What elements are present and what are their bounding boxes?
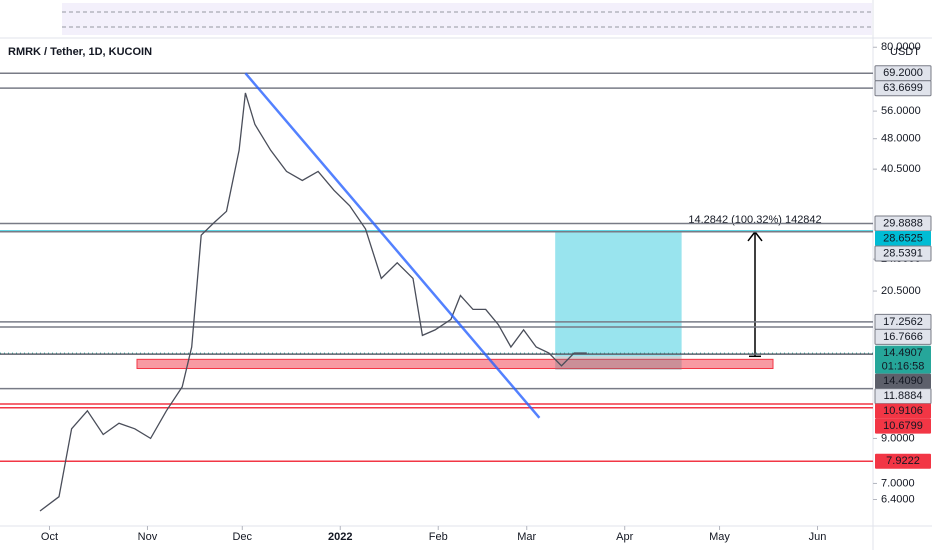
currency-label: USDT <box>890 46 920 58</box>
price-level-label: 7.9222 <box>886 455 920 467</box>
countdown: 01:16:58 <box>882 361 925 373</box>
price-level-tag <box>875 453 931 469</box>
price-level-tag <box>874 80 932 97</box>
y-tick-label: 56.0000 <box>881 105 921 117</box>
price-level-tag <box>874 245 932 262</box>
chart-title: RMRK / Tether, 1D, KUCOIN <box>8 46 152 58</box>
y-tick-label: 80.0000 <box>881 41 921 53</box>
x-tick-label: Nov <box>138 531 158 543</box>
price-level-label: 14.4907 <box>883 347 923 359</box>
price-level-tag <box>875 418 931 434</box>
x-tick-label: Oct <box>41 531 58 543</box>
y-tick-label: 40.5000 <box>881 163 921 175</box>
price-level-label: 16.7666 <box>883 331 923 343</box>
price-level-tag <box>875 345 931 374</box>
price-level-label: 10.6799 <box>883 420 923 432</box>
price-level-tag <box>875 403 931 419</box>
x-tick-label: Apr <box>616 531 633 543</box>
price-level-label: 28.5391 <box>883 247 923 259</box>
measure-profit <box>555 231 682 357</box>
x-tick-label: 2022 <box>328 531 352 543</box>
price-level-tag <box>874 328 932 345</box>
measure-loss <box>555 356 682 370</box>
price-level-label: 29.8888 <box>883 217 923 229</box>
x-tick-label: Mar <box>517 531 536 543</box>
y-tick-label: 20.5000 <box>881 285 921 297</box>
price-level-tag <box>875 373 931 389</box>
x-tick-label: May <box>709 531 730 543</box>
support-zone <box>136 358 774 370</box>
price-line <box>39 92 587 512</box>
y-tick-label: 9.0000 <box>881 432 915 444</box>
price-level-tag <box>875 231 931 247</box>
price-level-label: 63.6699 <box>883 82 923 94</box>
x-tick-label: Jun <box>809 531 827 543</box>
price-level-label: 69.2000 <box>883 67 923 79</box>
price-level-label: 10.9106 <box>883 405 923 417</box>
rsi-pane <box>62 3 872 35</box>
x-tick-label: Dec <box>232 531 252 543</box>
price-level-label: 11.8884 <box>884 390 923 402</box>
price-level-label: 28.6525 <box>883 232 923 244</box>
y-tick-label: 6.4000 <box>881 493 915 505</box>
trendline <box>244 72 541 419</box>
y-tick-label: 48.0000 <box>881 133 921 145</box>
price-level-label: 14.4090 <box>883 375 923 387</box>
x-tick-label: Feb <box>429 531 448 543</box>
price-level-label: 17.2562 <box>883 316 923 328</box>
y-tick-label: 7.0000 <box>881 477 915 489</box>
